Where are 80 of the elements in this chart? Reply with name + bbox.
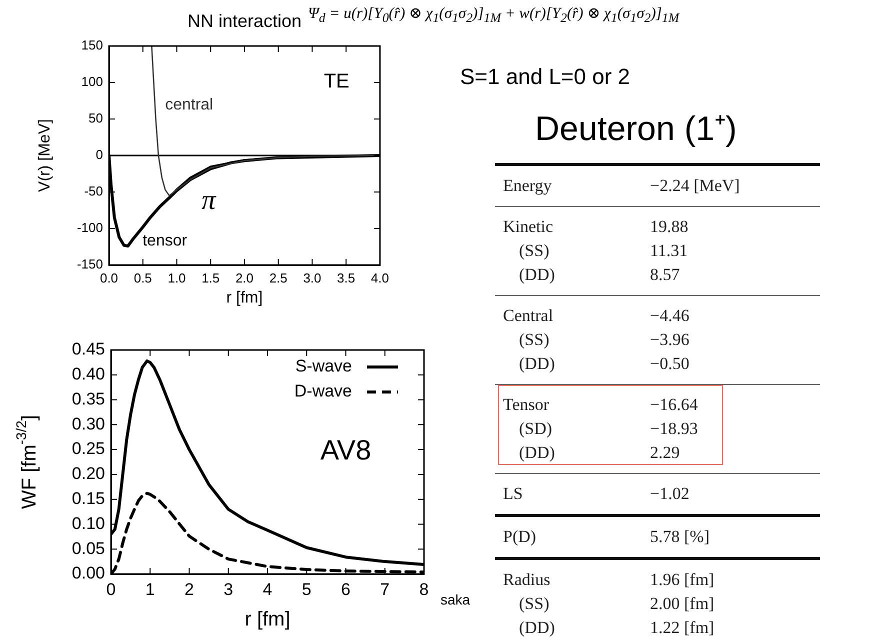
y-tick-label: 0 [96, 147, 103, 162]
text: Kinetic [503, 216, 554, 238]
x-tick-label: 0.0 [100, 270, 118, 286]
x-tick-label: 8 [419, 580, 429, 599]
x-tick-label: 2.5 [269, 270, 288, 286]
chart-title: NN interaction [187, 10, 302, 31]
x-tick-label: 5 [302, 580, 312, 599]
text: (DD) [519, 442, 555, 464]
text: −3.96 [650, 329, 690, 351]
x-axis-title: r [fm] [244, 608, 290, 631]
text: 2.29 [650, 442, 680, 464]
series-label: central [165, 96, 214, 114]
text: (SS) [519, 240, 550, 262]
text: −16.64 [650, 394, 698, 416]
text: (DD) [519, 353, 555, 375]
y-tick-label: -150 [76, 256, 103, 272]
text: 5.78 [%] [650, 526, 710, 548]
x-tick-label: 1 [145, 580, 155, 599]
x-tick-label: 7 [380, 580, 390, 599]
text: LS [503, 483, 523, 505]
text: 2.00 [fm] [650, 593, 714, 615]
y-tick-label: 50 [88, 110, 103, 126]
legend-label: S-wave [295, 356, 352, 376]
text: −2.24 [MeV] [650, 175, 740, 197]
text: (DD) [519, 264, 555, 286]
y-axis-title: WF [fm-3/2] [12, 414, 41, 510]
y-axis-title: V(r) [MeV] [36, 119, 54, 192]
text: −0.50 [650, 353, 690, 375]
y-tick-label: 150 [81, 38, 103, 53]
text: Central [503, 305, 554, 327]
x-axis-title: r [fm] [226, 289, 263, 306]
y-tick-label: 0.05 [72, 538, 105, 558]
series-label: π [202, 184, 217, 216]
text: 11.31 [650, 240, 688, 262]
x-tick-label: 4.0 [370, 270, 390, 286]
x-tick-label: 0.5 [134, 270, 152, 286]
text: Deuteron (1⁺) [535, 109, 737, 150]
legend-label: D-wave [294, 382, 352, 401]
annotation: AV8 [320, 434, 372, 466]
x-tick-label: 3.5 [337, 270, 356, 286]
text: Ψ$_{d}$ = u(r)[Y$_{0}$(r̂) ⊗ χ$_{1}$(σ$_{1}$σ$_{2}$)]$_{1M}$ + w(r)[Y$_{2}$(r̂) ⊗ χ$_{1}$(σ$_{1}$σ$_{2}$)]$_{1M}$ [308, 5, 680, 26]
text: (SD) [519, 418, 552, 440]
y-tick-label: 100 [81, 74, 103, 90]
y-tick-label: 0.25 [72, 439, 105, 458]
x-tick-label: 3.0 [303, 270, 322, 286]
y-tick-label: 0.40 [72, 364, 105, 384]
y-tick-label: 0.35 [72, 389, 105, 408]
text: 8.57 [650, 264, 680, 286]
text: 1.22 [fm] [650, 617, 714, 639]
y-tick-label: -100 [76, 220, 103, 236]
text: 1.96 [fm] [650, 569, 714, 591]
x-tick-label: 4 [262, 580, 272, 599]
text: S=1 and L=0 or 2 [460, 64, 630, 90]
series-label: tensor [142, 232, 188, 250]
text: Tensor [503, 394, 550, 416]
text: P(D) [503, 526, 536, 548]
x-tick-label: 1.5 [202, 270, 220, 286]
x-tick-label: 2.0 [235, 270, 254, 286]
x-tick-label: 2 [184, 580, 194, 599]
text: 19.88 [650, 216, 688, 238]
x-tick-label: 6 [341, 580, 350, 599]
y-tick-label: 0.45 [72, 340, 105, 359]
text: −1.02 [650, 483, 690, 505]
text: −4.46 [650, 305, 690, 327]
text: (DD) [519, 617, 555, 639]
text: (SS) [519, 329, 550, 351]
y-tick-label: 0.00 [72, 564, 105, 583]
text: saka [440, 592, 470, 608]
text: −18.93 [650, 418, 698, 440]
y-tick-label: -50 [84, 184, 103, 199]
text: (SS) [519, 593, 550, 615]
annotation: TE [324, 70, 350, 93]
x-tick-label: 1.0 [168, 270, 186, 286]
y-tick-label: 0.10 [72, 514, 105, 533]
text: Radius [503, 569, 550, 591]
x-tick-label: 3 [224, 580, 234, 599]
y-tick-label: 0.30 [72, 414, 105, 434]
y-tick-label: 0.20 [72, 464, 105, 484]
y-tick-label: 0.15 [72, 489, 105, 508]
text: Energy [503, 175, 552, 197]
